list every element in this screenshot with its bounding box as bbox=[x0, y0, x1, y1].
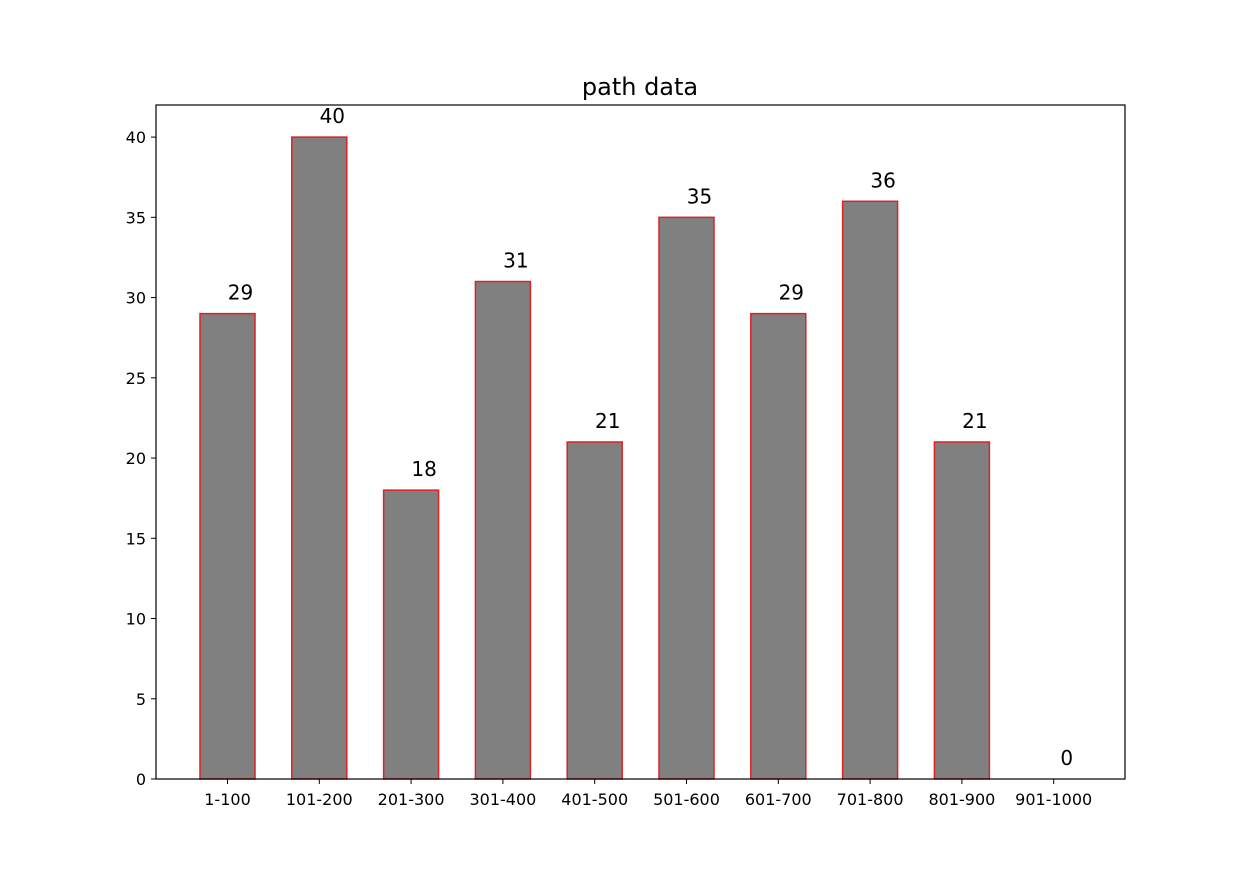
x-tick-label: 501-600 bbox=[653, 790, 720, 809]
x-tick-label: 1-100 bbox=[204, 790, 251, 809]
y-tick-label: 10 bbox=[126, 610, 146, 629]
y-tick-label: 0 bbox=[136, 770, 146, 789]
y-tick-label: 30 bbox=[126, 289, 146, 308]
bar-labels-group: 29 40 18 31 21 35 29 36 21 0 bbox=[228, 104, 1073, 770]
y-tick-label: 25 bbox=[126, 369, 146, 388]
x-tick-label: 401-500 bbox=[561, 790, 628, 809]
bar-value-label: 35 bbox=[687, 184, 712, 208]
y-tick-label: 5 bbox=[136, 690, 146, 709]
bar-801-900 bbox=[933, 441, 991, 780]
x-tick-label: 901-1000 bbox=[1015, 790, 1092, 809]
plot-frame bbox=[155, 104, 1126, 780]
y-tick-label: 35 bbox=[126, 208, 146, 227]
bar-value-label: 40 bbox=[320, 104, 345, 128]
bar-401-500 bbox=[566, 441, 623, 780]
chart-title: path data bbox=[582, 73, 698, 101]
bar-value-label: 18 bbox=[411, 457, 436, 481]
bar-value-label: 36 bbox=[870, 168, 895, 192]
bar-601-700 bbox=[750, 312, 807, 780]
bars-group bbox=[199, 136, 991, 780]
bar-101-200 bbox=[291, 136, 348, 780]
x-axis: 1-100 101-200 201-300 301-400 401-500 501-600… bbox=[204, 779, 1092, 809]
y-tick-label: 40 bbox=[126, 128, 146, 147]
bar-value-label: 21 bbox=[962, 409, 987, 433]
bar-value-label: 0 bbox=[1060, 746, 1073, 770]
y-tick-label: 15 bbox=[126, 529, 146, 548]
y-tick-label: 20 bbox=[126, 449, 146, 468]
bar-value-label: 31 bbox=[503, 249, 528, 273]
x-tick-label: 301-400 bbox=[469, 790, 536, 809]
x-tick-label: 601-700 bbox=[745, 790, 812, 809]
bar-value-label: 29 bbox=[228, 281, 253, 305]
bar-701-800 bbox=[841, 200, 899, 780]
bar-201-300 bbox=[382, 489, 440, 780]
y-axis: 0 5 10 15 20 25 30 35 40 bbox=[126, 128, 156, 789]
bar-501-600 bbox=[658, 216, 715, 780]
bar-value-label: 21 bbox=[595, 409, 620, 433]
x-tick-label: 201-300 bbox=[378, 790, 445, 809]
x-tick-label: 801-900 bbox=[928, 790, 995, 809]
bar-1-100 bbox=[199, 312, 256, 780]
x-tick-label: 701-800 bbox=[837, 790, 904, 809]
bar-301-400 bbox=[474, 280, 532, 780]
x-tick-label: 101-200 bbox=[286, 790, 353, 809]
bar-value-label: 29 bbox=[779, 281, 804, 305]
